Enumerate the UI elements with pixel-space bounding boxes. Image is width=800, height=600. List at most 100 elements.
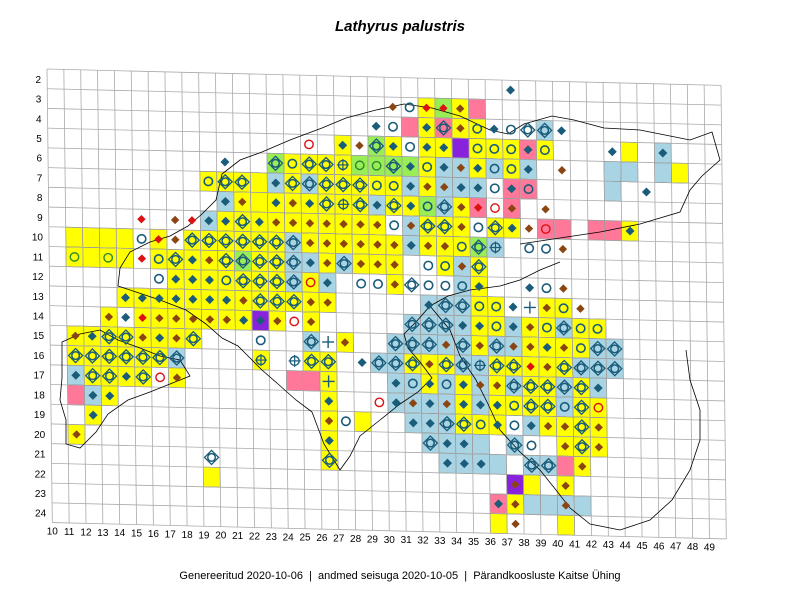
grid-column-line xyxy=(114,70,121,525)
diamond-brown-marker xyxy=(594,423,603,432)
column-label: 37 xyxy=(502,538,514,549)
column-label: 43 xyxy=(603,540,615,551)
grid-cell-purple xyxy=(451,137,470,159)
ring-teal-marker xyxy=(539,145,550,156)
diamond-teal-marker xyxy=(188,275,198,285)
row-label: 9 xyxy=(37,213,43,224)
diamond-brown-marker xyxy=(507,204,517,213)
diamond-teal-marker xyxy=(442,438,452,448)
grid-column-line xyxy=(518,80,525,535)
diamond-brown-marker xyxy=(72,430,81,439)
diamond-teal-marker xyxy=(526,421,536,431)
diamond-ring-marker xyxy=(573,399,590,416)
grid-cell-yellow xyxy=(489,513,508,534)
diamond-teal-marker xyxy=(220,157,230,167)
diamond-ring-marker xyxy=(519,122,536,138)
diamond-teal-marker xyxy=(405,162,415,172)
ring-teal-marker xyxy=(558,303,569,314)
ring-teal-marker xyxy=(491,321,502,332)
circle-cross-marker xyxy=(336,158,349,171)
diamond-brown-marker xyxy=(205,256,214,265)
diamond-ring-marker xyxy=(403,276,420,293)
ring-teal-marker xyxy=(456,241,467,252)
diamond-teal-marker xyxy=(222,295,232,305)
ring-green-marker xyxy=(103,252,114,263)
grid-cell-yellow xyxy=(502,158,521,180)
diamond-teal-marker xyxy=(456,183,466,193)
grid-column-line xyxy=(231,73,239,528)
diamond-teal-marker xyxy=(121,372,131,382)
cross-marker xyxy=(523,301,536,314)
cross-marker xyxy=(322,375,335,388)
grid-cell-yellow xyxy=(99,227,117,249)
grid-cell-lightgreen xyxy=(418,196,437,217)
grid-column-line xyxy=(198,72,205,527)
ring-teal-marker xyxy=(389,220,400,231)
row-label: 24 xyxy=(35,509,47,520)
diamond-teal-marker xyxy=(371,121,381,131)
diamond-ring-marker xyxy=(84,367,101,384)
ring-teal-marker xyxy=(491,301,502,312)
column-label: 41 xyxy=(569,539,581,550)
diamond-teal-marker xyxy=(105,391,115,401)
west-coast-line xyxy=(117,173,313,413)
diamond-teal-marker xyxy=(442,458,452,468)
grid-cell-lightblue xyxy=(603,161,622,182)
grid-lines xyxy=(46,68,727,540)
grid-column-line xyxy=(568,81,576,536)
diamond-ring-marker xyxy=(268,273,285,290)
diamond-brown-marker xyxy=(408,398,418,408)
diamond-brown-marker xyxy=(423,182,432,191)
ring-teal-marker xyxy=(136,233,147,244)
grid-cell-lightgreen xyxy=(350,154,369,176)
diamond-ring-marker xyxy=(320,353,337,370)
column-label: 21 xyxy=(232,531,244,542)
diamond-brown-marker xyxy=(425,359,434,369)
diamond-brown-marker xyxy=(576,304,585,313)
grid-cell-pink xyxy=(401,116,419,138)
ring-teal-marker xyxy=(287,158,298,169)
grid-cell-yellow xyxy=(589,397,608,419)
diamond-ring-marker xyxy=(455,357,472,373)
column-label: 48 xyxy=(687,542,699,553)
diamond-brown-marker xyxy=(273,316,282,326)
ring-teal-marker xyxy=(423,260,434,271)
grid-cell-yellow xyxy=(487,296,506,318)
diamond-ring-marker xyxy=(573,419,590,435)
ring-red-marker xyxy=(593,402,604,413)
grid-cell-lightgreen xyxy=(367,155,386,177)
diamond-teal-marker xyxy=(155,333,165,343)
diamond-brown-marker xyxy=(205,315,215,324)
map-title: Lathyrus palustris xyxy=(334,18,466,35)
diamond-ring-marker xyxy=(436,218,453,235)
grid-column-line xyxy=(467,79,474,533)
diamond-teal-marker xyxy=(305,258,315,268)
diamond-teal-marker xyxy=(641,187,651,197)
diamond-ring-marker xyxy=(436,198,453,215)
grid-column-line xyxy=(686,84,693,539)
grid-column-line xyxy=(248,73,255,528)
grid-column-line xyxy=(164,71,171,526)
ring-teal-marker xyxy=(372,279,383,290)
grid-column-line xyxy=(501,80,508,534)
diamond-brown-marker xyxy=(373,240,382,249)
diamond-teal-marker xyxy=(422,123,432,133)
ring-teal-marker xyxy=(541,243,552,254)
diamond-ring-marker xyxy=(201,232,217,249)
diamond-teal-marker xyxy=(593,383,603,393)
diamond-ring-marker xyxy=(387,355,404,372)
grid-column-line xyxy=(215,73,222,527)
diamond-brown-marker xyxy=(305,238,315,248)
column-label: 29 xyxy=(367,534,379,545)
diamond-red-marker xyxy=(137,214,146,224)
diamond-ring-marker xyxy=(438,356,455,373)
column-label: 22 xyxy=(249,531,261,542)
grid-column-line xyxy=(602,82,609,537)
row-label: 7 xyxy=(37,173,43,184)
column-label: 31 xyxy=(401,535,413,546)
grid-cell-lightblue xyxy=(540,494,558,516)
diamond-ring-marker xyxy=(574,438,590,455)
diamond-brown-marker xyxy=(423,241,433,251)
diamond-teal-marker xyxy=(220,196,230,206)
grid-column-line xyxy=(147,71,154,526)
